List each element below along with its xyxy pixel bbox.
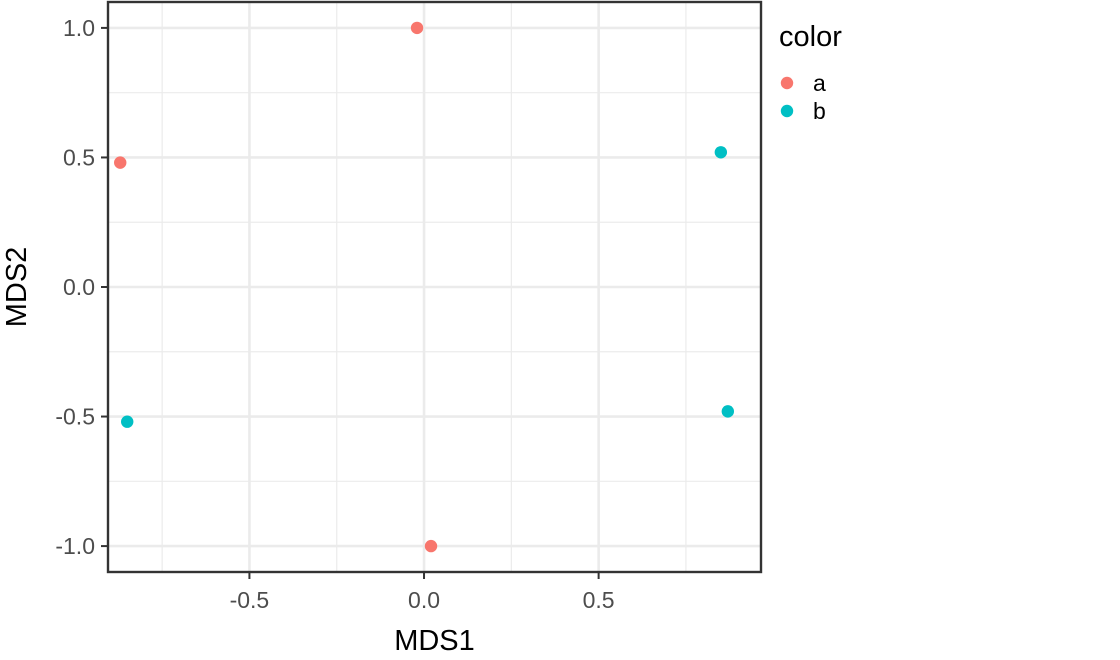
y-tick-label: 0.5: [63, 144, 95, 170]
y-tick-label: -0.5: [55, 404, 95, 430]
y-tick-label: -1.0: [55, 533, 95, 559]
y-tick-label: 0.0: [63, 274, 95, 300]
plot-panel: [108, 2, 761, 572]
legend-label-a: a: [813, 70, 826, 96]
data-point-b: [714, 146, 728, 159]
x-axis: -0.5 0.0 0.5: [230, 572, 615, 613]
x-tick-label: 0.5: [583, 587, 615, 613]
legend-key-b: [780, 104, 794, 118]
legend-label-b: b: [813, 98, 826, 124]
y-axis-title: MDS2: [1, 247, 33, 328]
x-axis-title: MDS1: [394, 625, 475, 657]
x-tick-label: -0.5: [230, 587, 270, 613]
panel-border: [106, 0, 763, 574]
y-tick-label: 1.0: [63, 15, 95, 41]
legend-title: color: [779, 21, 842, 53]
data-point-b: [721, 405, 735, 418]
data-point-a: [114, 156, 127, 169]
data-point-a: [424, 539, 438, 553]
y-axis: 1.0 0.5 0.0 -0.5 -1.0: [55, 15, 108, 559]
legend-key-a: [780, 76, 794, 90]
data-point-b: [121, 415, 134, 428]
x-tick-label: 0.0: [408, 587, 440, 613]
data-points: [114, 21, 735, 553]
legend-background: [762, 0, 902, 142]
data-point-a: [410, 21, 424, 35]
legend: color ab: [762, 0, 902, 142]
